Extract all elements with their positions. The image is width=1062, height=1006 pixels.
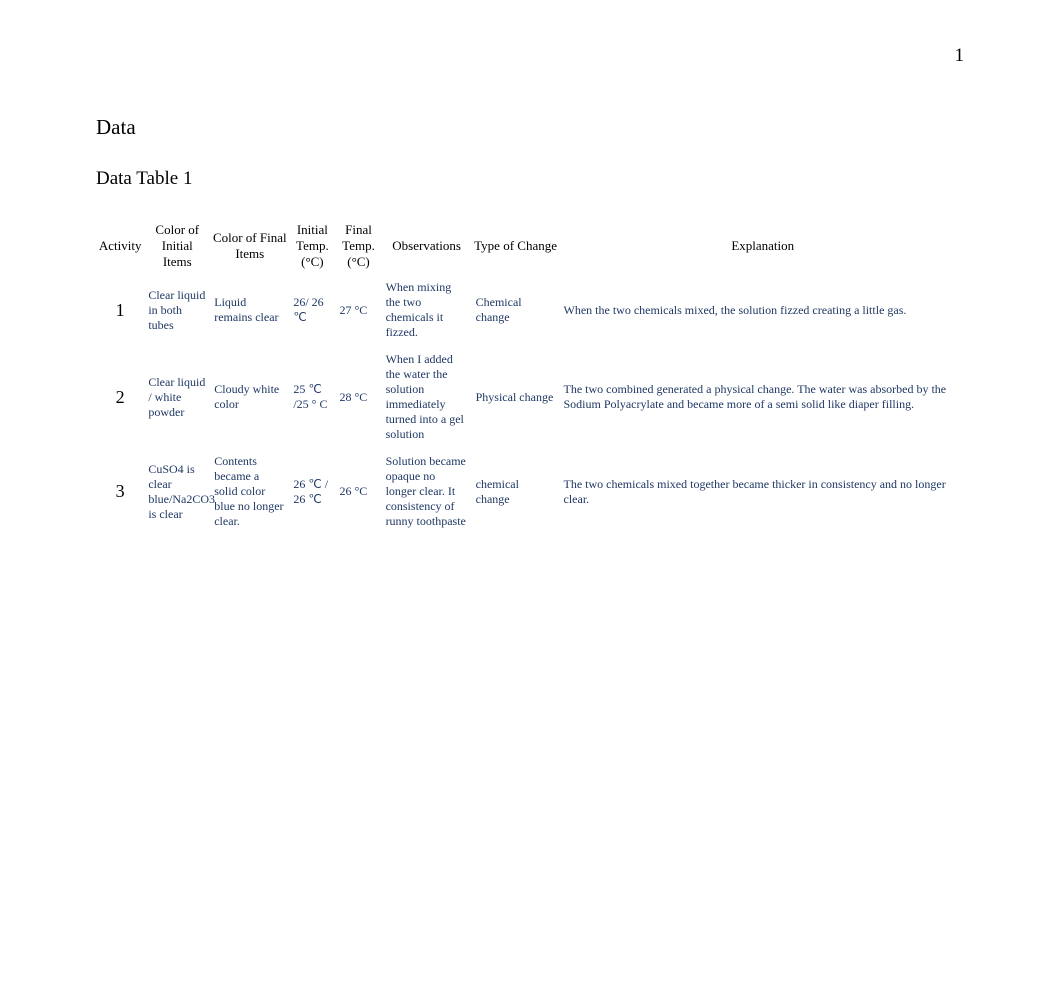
cell-color-final: Cloudy white color — [210, 346, 289, 448]
col-temp-initial: Initial Temp. (°C) — [289, 218, 335, 274]
col-activity: Activity — [96, 218, 144, 274]
table-row: 3 CuSO4 is clear blue/Na2CO3 is clear Co… — [96, 448, 966, 535]
cell-observations: When mixing the two chemicals it fizzed. — [382, 274, 472, 346]
cell-color-initial: Clear liquid / white powder — [144, 346, 210, 448]
table-row: 2 Clear liquid / white powder Cloudy whi… — [96, 346, 966, 448]
col-color-initial: Color of Initial Items — [144, 218, 210, 274]
cell-activity: 3 — [96, 448, 144, 535]
content-area: Data Data Table 1 Activity Color of Init… — [96, 115, 966, 535]
table-row: 1 Clear liquid in both tubes Liquid rema… — [96, 274, 966, 346]
cell-type-change: Chemical change — [472, 274, 560, 346]
cell-color-final: Liquid remains clear — [210, 274, 289, 346]
cell-activity: 1 — [96, 274, 144, 346]
cell-color-initial: Clear liquid in both tubes — [144, 274, 210, 346]
data-table: Activity Color of Initial Items Color of… — [96, 218, 966, 535]
cell-color-final: Contents became a solid color blue no lo… — [210, 448, 289, 535]
cell-temp-final: 27 °C — [335, 274, 381, 346]
col-type-change: Type of Change — [472, 218, 560, 274]
cell-temp-final: 28 °C — [335, 346, 381, 448]
col-explanation: Explanation — [560, 218, 967, 274]
col-observations: Observations — [382, 218, 472, 274]
cell-type-change: Physical change — [472, 346, 560, 448]
cell-explanation: The two combined generated a physical ch… — [560, 346, 967, 448]
cell-observations: Solution became opaque no longer clear. … — [382, 448, 472, 535]
cell-temp-initial: 26/ 26 ℃ — [289, 274, 335, 346]
table-title: Data Table 1 — [96, 168, 966, 190]
cell-temp-initial: 26 ℃ / 26 ℃ — [289, 448, 335, 535]
col-color-final: Color of Final Items — [210, 218, 289, 274]
section-title: Data — [96, 115, 966, 140]
cell-observations: When I added the water the solution imme… — [382, 346, 472, 448]
cell-type-change: chemical change — [472, 448, 560, 535]
col-temp-final: Final Temp. (°C) — [335, 218, 381, 274]
cell-activity: 2 — [96, 346, 144, 448]
page-number: 1 — [955, 45, 965, 67]
cell-temp-initial: 25 ℃ /25 ° C — [289, 346, 335, 448]
cell-explanation: The two chemicals mixed together became … — [560, 448, 967, 535]
cell-color-initial: CuSO4 is clear blue/Na2CO3 is clear — [144, 448, 210, 535]
table-header-row: Activity Color of Initial Items Color of… — [96, 218, 966, 274]
cell-explanation: When the two chemicals mixed, the soluti… — [560, 274, 967, 346]
cell-temp-final: 26 °C — [335, 448, 381, 535]
